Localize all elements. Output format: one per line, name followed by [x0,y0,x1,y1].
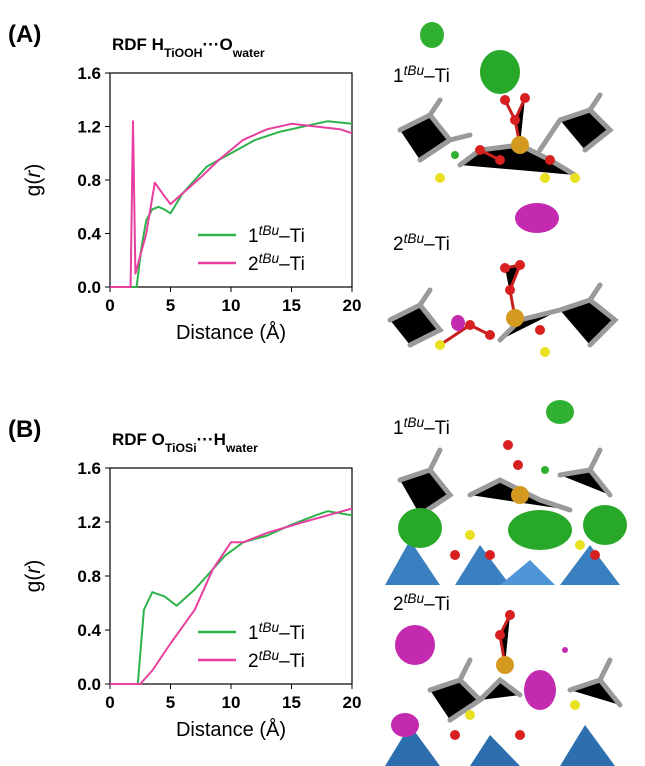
text-part: 2 [393,234,404,255]
image-label: 2tBu–Ti [393,231,450,256]
x-tick-label: 0 [105,296,114,315]
y-tick-label: 0.4 [77,621,101,640]
x-axis-label: Distance (Å) [176,321,286,344]
x-tick-label: 10 [222,296,241,315]
text-part: tBu [259,223,280,238]
text-part: ) [22,164,45,171]
image-label: 1tBu–Ti [393,415,450,440]
text-part: ···O [202,35,232,54]
text-part: 1 [248,623,259,644]
data-line [110,509,352,685]
text-part: 1 [393,66,404,87]
y-tick-label: 1.6 [77,64,101,83]
chart-title: RDF OTiOSi···Hwater [112,430,258,455]
y-tick-label: 1.2 [77,118,101,137]
y-tick-label: 0.0 [77,278,101,297]
figure: (A)RDF HTiOOH···Owater0.00.40.81.21.6051… [0,0,645,766]
molecule-b2 [385,610,620,766]
y-tick-label: 0.8 [77,567,101,586]
text-part: 2 [393,594,404,615]
text-part: tBu [404,231,425,246]
text-part: RDF O [112,430,165,449]
y-tick-label: 1.6 [77,459,101,478]
text-part: –Ti [424,594,450,615]
text-part: –Ti [279,226,305,247]
legend-label: 1tBu–Ti [248,620,305,645]
text-part: 1 [393,418,404,439]
text-part: water [225,441,258,455]
x-tick-label: 5 [166,296,175,315]
y-tick-label: 1.2 [77,513,101,532]
y-tick-label: 0.4 [77,225,101,244]
text-part: 2 [248,651,259,672]
x-tick-label: 20 [343,693,362,712]
x-tick-label: 5 [166,693,175,712]
text-part: tBu [259,251,280,266]
y-tick-label: 0.0 [77,675,101,694]
text-part: g( [22,178,45,197]
y-axis-label: g(r) [22,560,45,593]
x-tick-label: 15 [282,296,301,315]
legend-label: 2tBu–Ti [248,251,305,276]
image-label: 2tBu–Ti [393,591,450,616]
legend-label: 1tBu–Ti [248,223,305,248]
molecule-a1 [400,22,610,183]
text-part: tBu [404,591,425,606]
text-part: –Ti [424,66,450,87]
image-label: 1tBu–Ti [393,63,450,88]
molecule-a2 [390,203,615,357]
y-tick-label: 0.8 [77,171,101,190]
x-axis-label: Distance (Å) [176,718,286,741]
x-tick-label: 0 [105,693,114,712]
x-tick-label: 20 [343,296,362,315]
plot-frame [110,73,352,287]
text-part: tBu [259,648,280,663]
x-tick-label: 10 [222,693,241,712]
text-part: 1 [248,226,259,247]
text-part: ) [22,560,45,567]
text-part: TiOSi [165,441,197,455]
data-line [110,511,352,684]
text-part: RDF H [112,35,164,54]
y-axis-label: g(r) [22,164,45,197]
text-part: water [232,46,265,60]
text-part: tBu [404,63,425,78]
text-part: –Ti [279,254,305,275]
x-tick-label: 15 [282,693,301,712]
panel-label: (B) [8,416,41,443]
text-part: –Ti [424,234,450,255]
text-part: 2 [248,254,259,275]
text-part: tBu [404,415,425,430]
text-part: –Ti [424,418,450,439]
plot-frame [110,468,352,684]
text-part: TiOOH [164,46,203,60]
panel-label: (A) [8,21,41,48]
text-part: –Ti [279,651,305,672]
chart-title: RDF HTiOOH···Owater [112,35,265,60]
text-part: ···H [197,430,226,449]
text-part: g( [22,574,45,593]
text-part: –Ti [279,623,305,644]
text-part: tBu [259,620,280,635]
legend-label: 2tBu–Ti [248,648,305,673]
